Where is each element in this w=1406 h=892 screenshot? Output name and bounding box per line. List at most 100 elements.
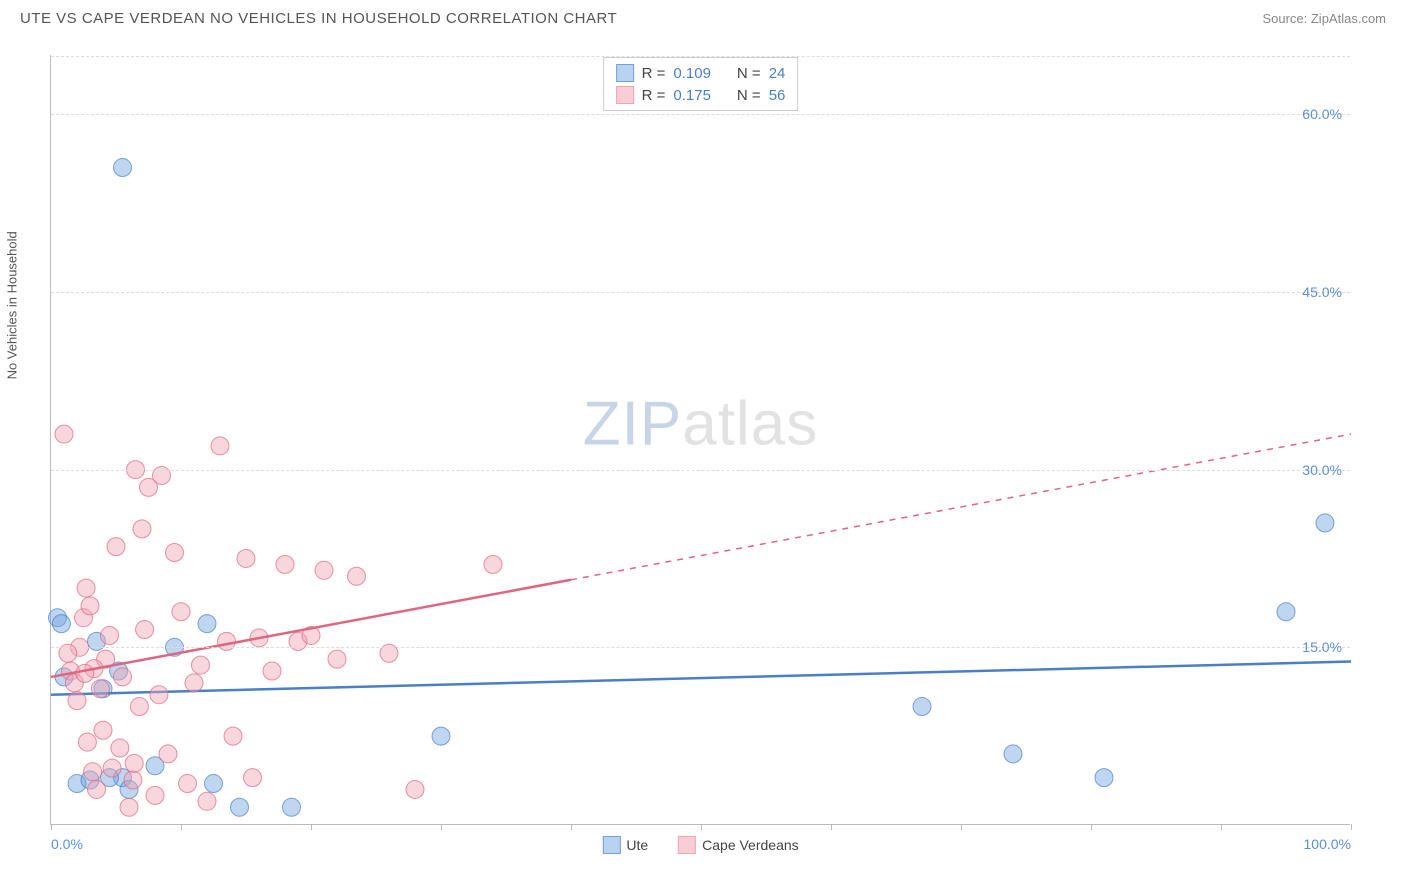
data-point	[1004, 745, 1022, 763]
data-point	[244, 769, 262, 787]
swatch-ute	[616, 64, 634, 82]
data-point	[348, 567, 366, 585]
scatter-svg	[51, 55, 1350, 824]
data-point	[211, 437, 229, 455]
legend-item-ute: Ute	[602, 836, 648, 854]
data-point	[159, 745, 177, 763]
data-point	[107, 538, 125, 556]
legend-swatch-ute	[602, 836, 620, 854]
ytick-label: 30.0%	[1302, 462, 1342, 478]
legend-label-cape: Cape Verdeans	[702, 837, 799, 853]
data-point	[125, 754, 143, 772]
ytick-label: 15.0%	[1302, 639, 1342, 655]
gridline	[51, 114, 1350, 115]
gridline	[51, 470, 1350, 471]
swatch-cape	[616, 86, 634, 104]
data-point	[114, 159, 132, 177]
data-point	[276, 555, 294, 573]
data-point	[231, 798, 249, 816]
stat-r-cape: 0.175	[673, 87, 711, 104]
data-point	[120, 798, 138, 816]
xtick-label: 0.0%	[51, 836, 83, 852]
stat-r-ute: 0.109	[673, 65, 711, 82]
stat-row-ute: R = 0.109 N = 24	[616, 62, 786, 84]
xtick	[961, 824, 962, 830]
xtick	[1221, 824, 1222, 830]
data-point	[263, 662, 281, 680]
data-point	[406, 780, 424, 798]
data-point	[88, 780, 106, 798]
xtick	[1091, 824, 1092, 830]
data-point	[484, 555, 502, 573]
xtick	[701, 824, 702, 830]
correlation-stats-box: R = 0.109 N = 24 R = 0.175 N = 56	[603, 57, 799, 111]
data-point	[172, 603, 190, 621]
data-point	[198, 615, 216, 633]
data-point	[55, 425, 73, 443]
data-point	[237, 549, 255, 567]
data-point	[81, 597, 99, 615]
data-point	[78, 733, 96, 751]
data-point	[130, 698, 148, 716]
data-point	[103, 759, 121, 777]
data-point	[68, 692, 86, 710]
stat-row-cape: R = 0.175 N = 56	[616, 84, 786, 106]
data-point	[146, 786, 164, 804]
data-point	[114, 668, 132, 686]
legend-label-ute: Ute	[626, 837, 648, 853]
y-axis-label: No Vehicles in Household	[5, 231, 20, 379]
data-point	[76, 664, 94, 682]
data-point	[101, 626, 119, 644]
data-point	[315, 561, 333, 579]
data-point	[77, 579, 95, 597]
data-point	[1095, 769, 1113, 787]
data-point	[150, 686, 168, 704]
data-point	[913, 698, 931, 716]
data-point	[111, 739, 129, 757]
data-point	[185, 674, 203, 692]
data-point	[52, 615, 70, 633]
data-point	[166, 544, 184, 562]
gridline	[51, 56, 1350, 57]
xtick	[51, 824, 52, 830]
xtick	[831, 824, 832, 830]
data-point	[1277, 603, 1295, 621]
trend-line	[51, 580, 571, 677]
xtick-label: 100.0%	[1304, 836, 1351, 852]
data-point	[91, 680, 109, 698]
chart-plot-area: ZIPatlas R = 0.109 N = 24 R = 0.175 N = …	[50, 55, 1350, 825]
xtick	[311, 824, 312, 830]
stat-n-label: N =	[737, 87, 761, 104]
trend-line-dashed	[571, 434, 1351, 580]
data-point	[1316, 514, 1334, 532]
stat-r-label: R =	[642, 87, 666, 104]
legend-item-cape: Cape Verdeans	[678, 836, 799, 854]
data-point	[124, 771, 142, 789]
xtick	[571, 824, 572, 830]
stat-n-cape: 56	[769, 87, 786, 104]
data-point	[136, 621, 154, 639]
legend: Ute Cape Verdeans	[602, 836, 798, 854]
gridline	[51, 292, 1350, 293]
data-point	[133, 520, 151, 538]
data-point	[198, 792, 216, 810]
data-point	[192, 656, 210, 674]
ytick-label: 45.0%	[1302, 284, 1342, 300]
trend-line	[51, 662, 1351, 695]
data-point	[179, 775, 197, 793]
xtick	[1351, 824, 1352, 830]
legend-swatch-cape	[678, 836, 696, 854]
data-point	[84, 763, 102, 781]
data-point	[432, 727, 450, 745]
data-point	[283, 798, 301, 816]
stat-n-ute: 24	[769, 65, 786, 82]
data-point	[205, 775, 223, 793]
xtick	[181, 824, 182, 830]
data-point	[224, 727, 242, 745]
data-point	[328, 650, 346, 668]
ytick-label: 60.0%	[1302, 106, 1342, 122]
data-point	[94, 721, 112, 739]
stat-r-label: R =	[642, 65, 666, 82]
gridline	[51, 647, 1350, 648]
source-label: Source: ZipAtlas.com	[1262, 11, 1386, 26]
